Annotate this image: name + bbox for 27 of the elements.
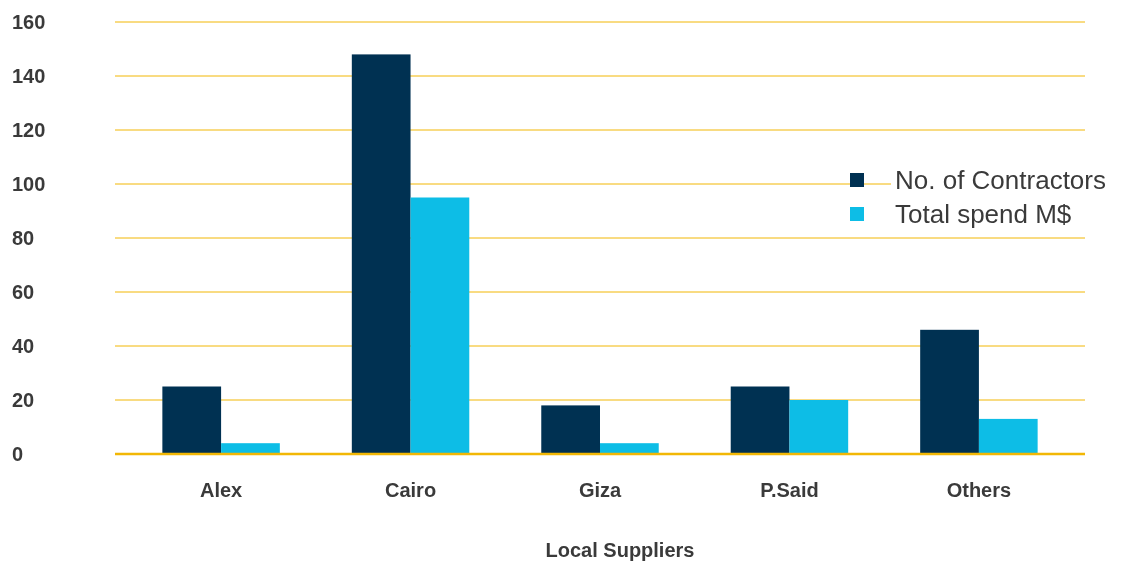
y-tick-label: 100 [12, 173, 46, 195]
y-tick-label: 60 [12, 281, 35, 303]
y-tick-label: 40 [12, 335, 35, 357]
y-tick-label: 80 [12, 227, 35, 249]
y-tick-label: 140 [12, 65, 46, 87]
bar [789, 400, 849, 454]
bar [410, 197, 470, 454]
bar [541, 405, 600, 454]
bar [600, 443, 659, 454]
x-tick-label: P.Said [760, 479, 819, 501]
legend-label: No. of Contractors [895, 165, 1106, 196]
bar [221, 443, 280, 454]
bar [920, 329, 979, 454]
x-tick-label: Cairo [384, 479, 437, 501]
bar [978, 418, 1038, 454]
y-tick-label: 20 [12, 389, 35, 411]
x-tick-label: Others [946, 479, 1012, 501]
y-tick-label: 120 [12, 119, 46, 141]
x-tick-label: Giza [578, 479, 622, 501]
x-axis-title: Local Suppliers [545, 539, 695, 561]
x-tick-label: Alex [199, 479, 243, 501]
bar [162, 386, 222, 454]
y-tick-label: 160 [12, 11, 46, 33]
y-tick-label: 0 [12, 443, 24, 465]
bar [351, 54, 411, 454]
bar [730, 386, 790, 454]
legend-label: Total spend M$ [895, 199, 1072, 230]
